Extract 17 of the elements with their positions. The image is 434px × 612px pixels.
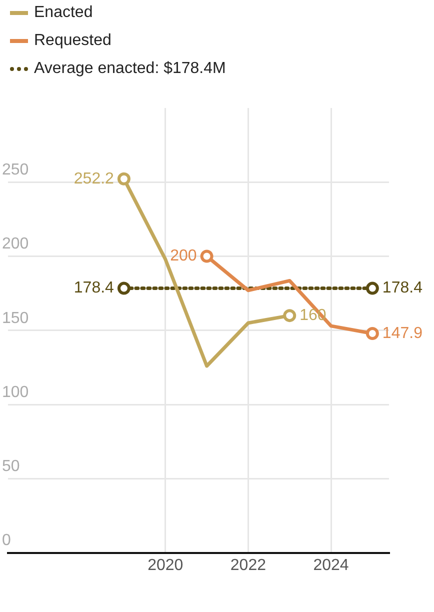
y-tick-label: 0: [2, 532, 11, 550]
data-label: 200: [170, 248, 197, 265]
data-label: 178.4: [382, 280, 423, 297]
legend-label: Enacted: [34, 4, 93, 22]
legend-label: Requested: [34, 32, 112, 50]
y-tick-label: 100: [2, 384, 29, 401]
data-label: 178.4: [74, 280, 114, 297]
data-label: 147.9: [382, 324, 423, 342]
y-tick-label: 200: [2, 236, 29, 253]
y-tick-label: 150: [2, 310, 29, 327]
y-tick-label: 250: [2, 162, 29, 179]
legend-label: Average enacted: $178.4M: [34, 60, 226, 78]
x-tick-label: 2020: [148, 556, 184, 574]
x-tick-label: 2022: [230, 556, 266, 574]
y-tick-label: 50: [2, 458, 20, 476]
data-label: 252.2: [74, 170, 114, 188]
x-tick-label: 2024: [313, 556, 349, 574]
